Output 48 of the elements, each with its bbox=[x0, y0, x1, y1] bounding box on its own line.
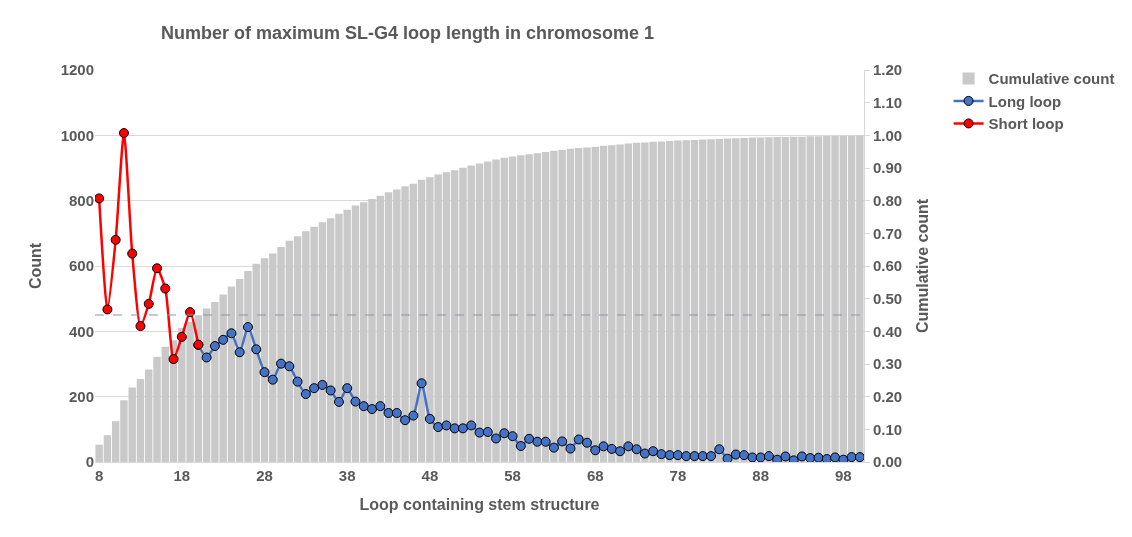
y2-tick-label: 0.20 bbox=[873, 387, 903, 405]
point bbox=[102, 304, 113, 315]
point bbox=[143, 298, 154, 309]
point bbox=[152, 263, 163, 274]
y2-tick-label: 0.90 bbox=[873, 159, 903, 177]
y2-tick-label: 0.60 bbox=[873, 257, 903, 275]
y-tick-label: 0 bbox=[85, 453, 94, 471]
x-tick-label: 68 bbox=[586, 467, 604, 484]
point bbox=[176, 331, 187, 342]
legend-label: Short loop bbox=[988, 115, 1064, 133]
x-tick-label: 38 bbox=[338, 467, 356, 484]
x-tick-label: 48 bbox=[421, 467, 439, 484]
x-tick-label: 58 bbox=[504, 467, 521, 484]
y2-tick-label: 0.10 bbox=[873, 420, 903, 438]
point bbox=[135, 321, 146, 332]
x-tick-label: 18 bbox=[173, 467, 191, 484]
x-tick-label: 88 bbox=[752, 467, 769, 484]
y2-tick-label: 0.40 bbox=[873, 322, 903, 340]
y2-tick-label: 0.50 bbox=[873, 289, 903, 307]
point bbox=[118, 128, 129, 139]
chart-title: Number of maximum SL-G4 loop length in chromosome 1 bbox=[160, 23, 655, 44]
y2-tick-label: 1.10 bbox=[873, 93, 903, 111]
legend-label: Long loop bbox=[988, 92, 1062, 110]
x-tick-label: 98 bbox=[834, 467, 852, 484]
y2-tick-label: 0.80 bbox=[873, 191, 903, 209]
point bbox=[127, 248, 138, 259]
y-tick-label: 600 bbox=[68, 257, 94, 275]
y-tick-label: 400 bbox=[68, 322, 94, 340]
y-tick-label: 1000 bbox=[60, 126, 94, 144]
y-axis-title: Count bbox=[26, 242, 44, 290]
y2-axis-title: Cumulative count bbox=[913, 198, 931, 334]
y2-tick-label: 0.30 bbox=[873, 355, 903, 373]
y-tick-label: 200 bbox=[68, 387, 94, 405]
point bbox=[160, 283, 171, 294]
y-tick-label: 800 bbox=[68, 191, 94, 209]
y2-tick-label: 1.20 bbox=[873, 61, 903, 79]
legend-label: Cumulative count bbox=[988, 70, 1115, 88]
point bbox=[110, 234, 121, 245]
x-tick-label: 8 bbox=[94, 467, 104, 484]
y-tick-label: 1200 bbox=[60, 61, 94, 79]
y2-tick-label: 0.00 bbox=[873, 453, 903, 471]
y2-tick-label: 0.70 bbox=[873, 224, 903, 242]
x-tick-label: 28 bbox=[256, 467, 273, 484]
point bbox=[168, 354, 179, 365]
point bbox=[95, 193, 105, 204]
x-axis-title: Loop containing stem structure bbox=[359, 495, 600, 513]
y2-tick-label: 1.00 bbox=[873, 126, 903, 144]
x-tick-label: 78 bbox=[669, 467, 687, 484]
